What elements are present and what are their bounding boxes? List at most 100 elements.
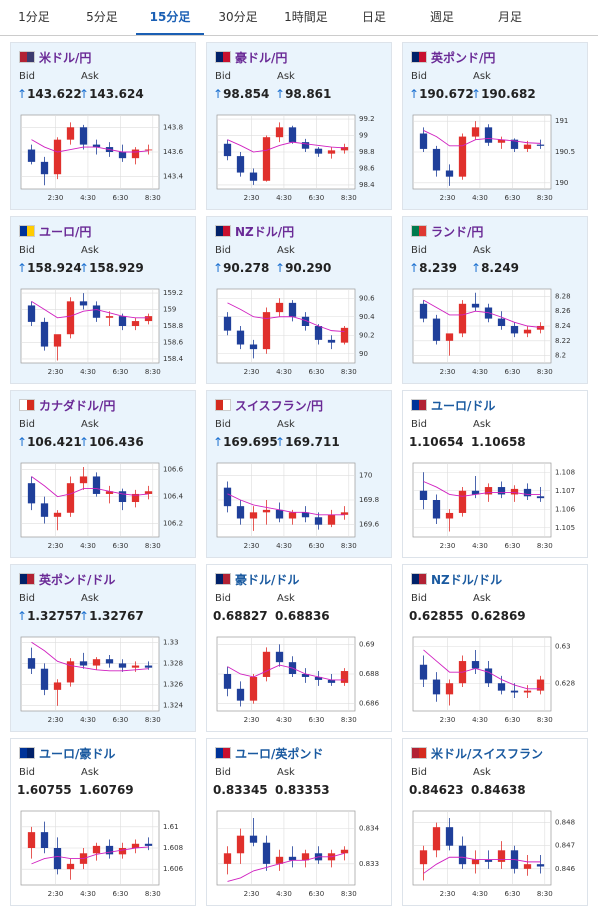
candle-body <box>445 683 454 695</box>
bid-price: 0.62855 <box>409 609 464 623</box>
x-tick-label: 8:30 <box>537 542 553 550</box>
tab[interactable]: 日足 <box>361 10 386 24</box>
mini-chart: 143.4 143.6 143.8 2:30 4:30 6:30 8:30 <box>20 114 184 202</box>
ask-price: 8.249 <box>481 261 520 275</box>
candle-body <box>340 147 349 151</box>
up-arrow: ↑ <box>17 435 28 449</box>
y-tick-label: 0.69 <box>359 640 375 648</box>
mini-chart: 190 190.5 191 2:30 4:30 6:30 8:30 <box>412 114 575 202</box>
mini-chart: 106.2 106.4 106.6 2:30 4:30 6:30 8:30 <box>20 462 184 550</box>
x-tick-label: 2:30 <box>440 890 456 898</box>
candle-body <box>40 503 49 517</box>
candle-body <box>40 321 49 347</box>
flag <box>215 225 231 237</box>
rate-card[interactable]: ランド/円 Bid Ask ↑8.239 ↑8.249 8.2 8.22 8.24 8.26 8.… <box>402 216 588 384</box>
candle-body <box>249 676 258 701</box>
x-tick-label: 8:30 <box>537 368 553 376</box>
pair-title: NZドル/ドル <box>431 573 503 587</box>
tab[interactable]: 1分足 <box>18 10 50 24</box>
y-tick-label: 8.2 <box>555 352 566 360</box>
candle-body <box>40 161 49 175</box>
y-tick-label: 158.4 <box>163 355 184 363</box>
y-tick-label: 0.847 <box>555 842 575 850</box>
moving-average <box>423 299 541 328</box>
candle-body <box>419 303 428 319</box>
ask-price: 1.60769 <box>79 783 134 797</box>
candle-body <box>53 848 62 870</box>
flag <box>19 747 35 759</box>
rate-card[interactable]: ユーロ/円 Bid Ask ↑158.924 ↑158.929 158.4 158.6 158… <box>10 216 196 384</box>
rate-card[interactable]: 英ポンド/ドル Bid Ask ↑1.32757 ↑1.32767 1.324 1.326 1… <box>10 564 196 732</box>
candle-body <box>432 148 441 171</box>
rate-card[interactable]: スイスフラン/円 Bid Ask ↑169.695 ↑169.711 169.6 169.8… <box>206 390 392 558</box>
rate-card[interactable]: 米ドル/円 Bid Ask ↑143.622 ↑143.624 143.4 143.6 143… <box>10 42 196 210</box>
candle-body <box>536 144 545 146</box>
x-tick-label: 4:30 <box>276 194 292 202</box>
tab[interactable]: 5分足 <box>86 10 118 24</box>
bid-label: Bid <box>411 245 427 256</box>
rate-card[interactable]: NZドル/円 Bid Ask ↑90.278 ↑90.290 90 90.2 90.4 90.6… <box>206 216 392 384</box>
y-tick-label: 1.326 <box>163 681 184 689</box>
candle-body <box>236 156 245 173</box>
pair-title: ユーロ/豪ドル <box>39 747 116 761</box>
candle-body <box>27 483 36 504</box>
rate-card[interactable]: ユーロ/ドル Bid Ask 1.10654 1.10658 1.105 1.106 1.10… <box>402 390 588 558</box>
x-tick-label: 6:30 <box>112 368 128 376</box>
ask-price: 1.10658 <box>471 435 526 449</box>
rate-card[interactable]: ユーロ/豪ドル Bid Ask 1.60755 1.60769 1.606 1.608 1.6… <box>10 738 196 906</box>
tab[interactable]: 15分足 <box>136 0 204 35</box>
x-tick-label: 2:30 <box>440 368 456 376</box>
candle-body <box>262 312 271 350</box>
ask-value: ↑169.711 <box>275 435 340 449</box>
y-tick-label: 1.608 <box>163 844 183 852</box>
rate-card[interactable]: 豪ドル/円 Bid Ask ↑98.854 ↑98.861 98.4 98.6 98.8 99 9… <box>206 42 392 210</box>
rate-card[interactable]: NZドル/ドル Bid Ask 0.62855 0.62869 0.628 0.63 2:30… <box>402 564 588 732</box>
x-tick-label: 4:30 <box>276 890 292 898</box>
tab[interactable]: 1時間足 <box>284 10 328 24</box>
candle-body <box>288 127 297 143</box>
bid-value: ↑158.924 <box>17 261 82 275</box>
x-tick-label: 6:30 <box>308 890 324 898</box>
candle-body <box>53 682 62 690</box>
rate-card[interactable]: 米ドル/スイスフラン Bid Ask 0.84623 0.84638 0.846 0.847… <box>402 738 588 906</box>
rate-card[interactable]: ユーロ/英ポンド Bid Ask 0.83345 0.83353 0.833 0.834 2:… <box>206 738 392 906</box>
x-tick-label: 8:30 <box>145 890 161 898</box>
rate-card[interactable]: 英ポンド/円 Bid Ask ↑190.672 ↑190.682 190 190.5 191 2… <box>402 42 588 210</box>
candle-body <box>523 690 532 693</box>
x-tick-label: 6:30 <box>504 716 520 724</box>
tab[interactable]: 30分足 <box>218 10 258 24</box>
candle-body <box>523 488 532 497</box>
y-tick-label: 1.108 <box>555 468 575 476</box>
y-tick-label: 1.33 <box>163 638 179 646</box>
candle-body <box>275 509 284 519</box>
x-tick-label: 2:30 <box>244 716 260 724</box>
moving-average <box>227 852 345 882</box>
ask-value: ↑106.436 <box>79 435 144 449</box>
bid-label: Bid <box>215 767 231 778</box>
bid-price: 169.695 <box>223 435 278 449</box>
bid-price: 90.278 <box>223 261 270 275</box>
ask-label: Ask <box>277 593 295 604</box>
y-tick-label: 1.105 <box>555 524 575 532</box>
ask-value: 1.10658 <box>471 435 526 449</box>
ask-value: 0.83353 <box>275 783 330 797</box>
tab[interactable]: 月足 <box>497 10 522 24</box>
candle-body <box>249 344 258 350</box>
pair-title: 米ドル/スイスフラン <box>431 747 544 761</box>
x-tick-label: 2:30 <box>48 194 64 202</box>
pair-title: 豪ドル/円 <box>235 51 288 65</box>
rate-card[interactable]: カナダドル/円 Bid Ask ↑106.421 ↑106.436 106.2 106.4 1… <box>10 390 196 558</box>
tab[interactable]: 週足 <box>429 10 454 24</box>
moving-average <box>227 664 345 681</box>
pair-title: 英ポンド/ドル <box>39 573 116 587</box>
candle-body <box>105 316 114 318</box>
rate-card[interactable]: 豪ドル/ドル Bid Ask 0.68827 0.68836 0.686 0.688 0.69… <box>206 564 392 732</box>
candle-body <box>27 305 36 322</box>
mini-chart: 8.2 8.22 8.24 8.26 8.28 2:30 4:30 6:30 8:30 <box>412 288 571 376</box>
up-arrow: ↑ <box>471 87 482 101</box>
y-tick-label: 8.28 <box>555 292 571 300</box>
candle-body <box>249 512 258 519</box>
candle-body <box>419 850 428 865</box>
candle-body <box>301 142 310 149</box>
